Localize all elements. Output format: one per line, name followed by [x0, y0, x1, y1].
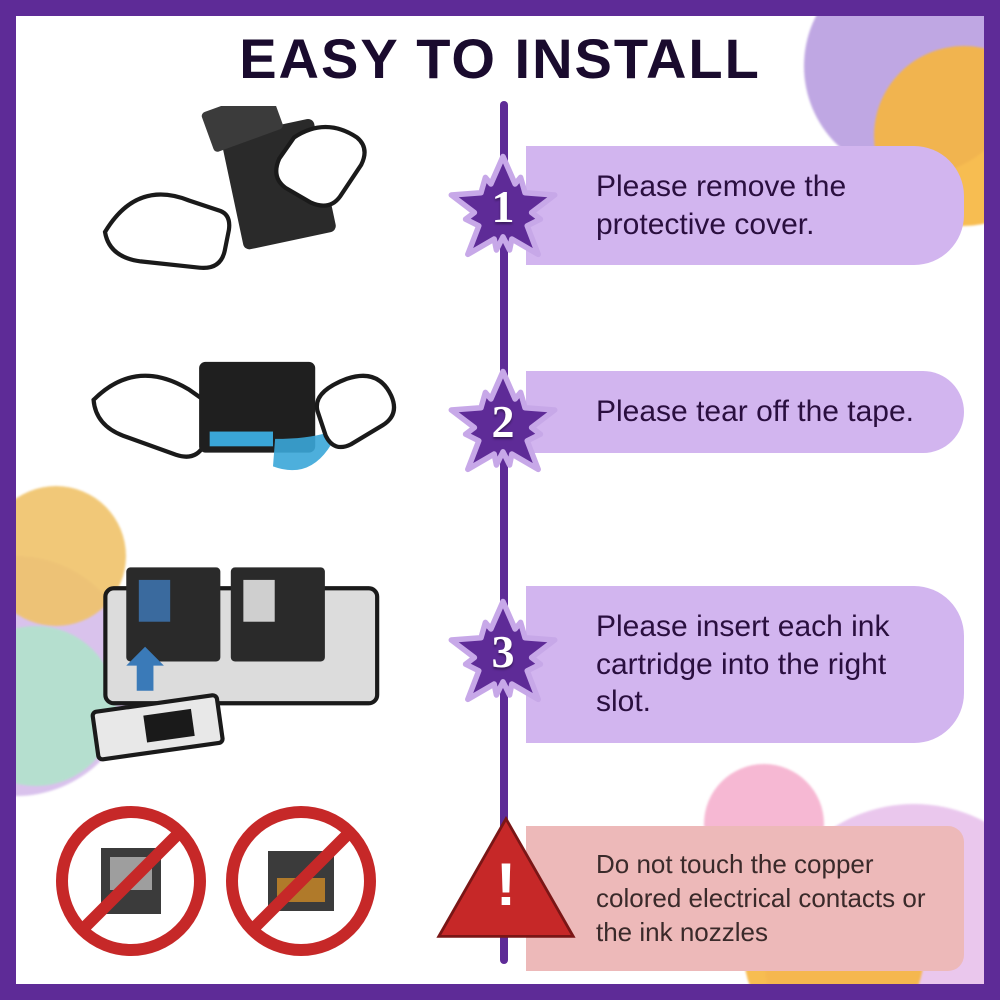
step-number: 1 [492, 180, 515, 233]
step-pill: Please insert each ink cartridge into th… [526, 586, 964, 743]
step-pill: Please tear off the tape. [526, 371, 964, 453]
step-star-icon: 2 [448, 366, 558, 476]
prohibit-row [56, 806, 376, 956]
page-title: EASY TO INSTALL [239, 26, 761, 91]
step-illustration [66, 326, 416, 516]
step-star-icon: 1 [448, 151, 558, 261]
step-text: Please insert each ink cartridge into th… [596, 610, 890, 718]
step-star-icon: 3 [448, 596, 558, 706]
warning-triangle-icon: ! [436, 816, 576, 936]
step-illustration [66, 106, 416, 316]
prohibit-icon [56, 806, 206, 956]
step-pill: Please remove the protective cover. [526, 146, 964, 265]
warning-mark: ! [496, 850, 516, 919]
step-text: Please tear off the tape. [596, 395, 914, 428]
warning-text: Do not touch the copper colored electric… [596, 849, 925, 947]
prohibit-icon [226, 806, 376, 956]
step-number: 3 [492, 625, 515, 678]
infographic-frame: EASY TO INSTALL Please remove the protec… [0, 0, 1000, 1000]
step-illustration [66, 536, 416, 766]
step-text: Please remove the protective cover. [596, 170, 846, 241]
step-number: 2 [492, 395, 515, 448]
warning-pill: Do not touch the copper colored electric… [526, 826, 964, 971]
